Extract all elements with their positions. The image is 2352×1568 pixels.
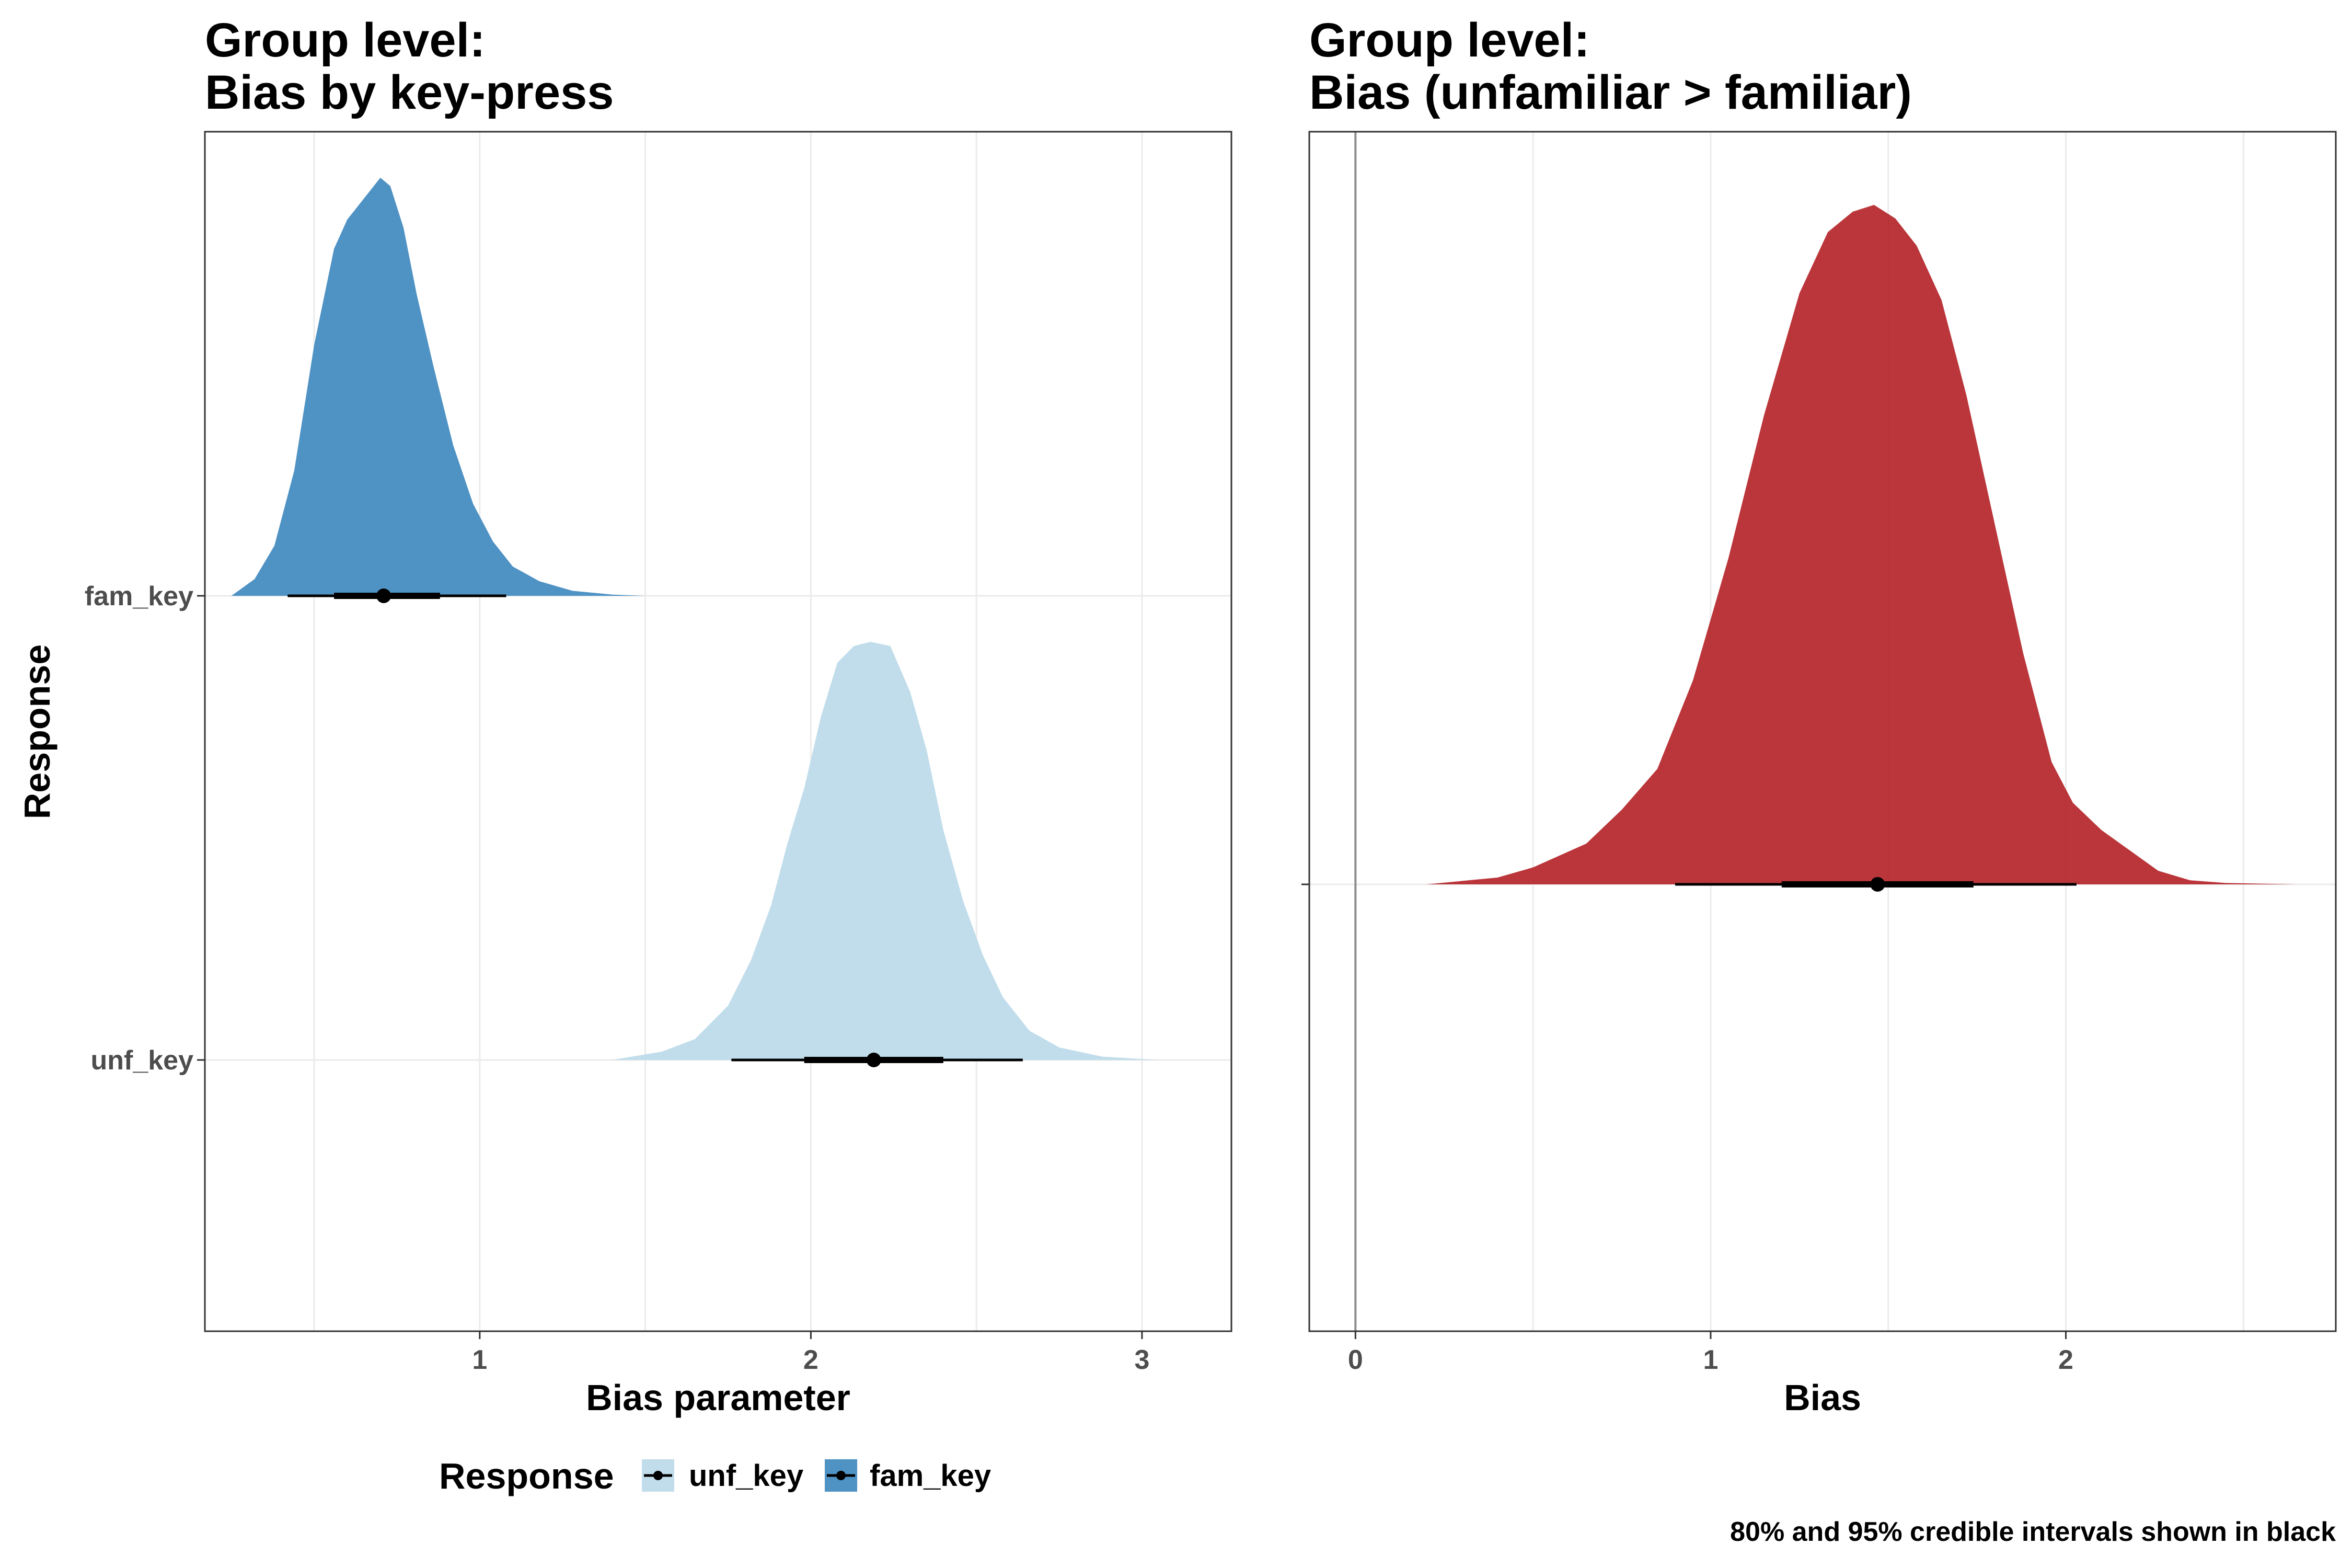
left-intervals (287, 589, 1023, 1067)
right-title-line-1: Group level: (1309, 14, 1590, 67)
median-point-unf-key (866, 1053, 881, 1067)
left-title-line-2: Bias by key-press (205, 66, 614, 119)
median-point-fam-key (376, 589, 391, 603)
left-title-line-1: Group level: (205, 14, 486, 67)
right-x-tick-label: 0 (1348, 1345, 1363, 1375)
left-y-tick-label-unf-key: unf_key (90, 1045, 193, 1076)
left-y-tick-label-fam-key: fam_key (85, 581, 193, 612)
left-x-ticks: 1 2 3 (472, 1331, 1149, 1375)
density-unf-key (612, 642, 1159, 1060)
left-x-tick-label: 1 (472, 1345, 487, 1375)
left-gridlines (205, 132, 1231, 1331)
right-title-line-2: Bias (unfamiliar > familiar) (1309, 66, 1912, 119)
right-densities (1426, 205, 2297, 884)
legend: Response unf_key fam_key (439, 1456, 991, 1496)
left-y-axis-title: Response (17, 644, 57, 820)
median-point-bias-difference (1870, 877, 1885, 892)
left-plot-frame (204, 131, 1232, 1332)
left-x-axis-title: Bias parameter (586, 1377, 850, 1418)
legend-label-unf-key: unf_key (689, 1459, 803, 1493)
legend-point-fam-key (836, 1471, 846, 1480)
legend-key-unf-key (642, 1459, 674, 1492)
right-x-axis-title: Bias (1784, 1377, 1861, 1418)
legend-point-unf-key (653, 1471, 663, 1480)
left-x-tick-label: 3 (1134, 1345, 1149, 1375)
density-bias-difference (1426, 205, 2297, 884)
left-densities (231, 178, 1159, 1060)
right-x-tick-label: 2 (2058, 1345, 2073, 1375)
left-panel: Group level: Bias by key-press 1 2 3 unf_k… (17, 14, 1232, 1418)
left-y-ticks: unf_key fam_key (85, 581, 205, 1076)
right-x-tick-label: 1 (1703, 1345, 1718, 1375)
caption: 80% and 95% credible intervals shown in … (1730, 1517, 2336, 1547)
right-plot-frame (1308, 131, 2337, 1332)
right-panel: Group level: Bias (unfamiliar > familiar… (1301, 14, 2337, 1418)
left-x-tick-label: 2 (803, 1345, 818, 1375)
right-intervals (1675, 877, 2077, 892)
legend-title: Response (439, 1456, 614, 1496)
density-fam-key (231, 178, 645, 596)
legend-label-fam-key: fam_key (870, 1459, 991, 1493)
legend-key-fam-key (825, 1459, 857, 1492)
right-x-ticks: 0 1 2 (1348, 1331, 2073, 1375)
